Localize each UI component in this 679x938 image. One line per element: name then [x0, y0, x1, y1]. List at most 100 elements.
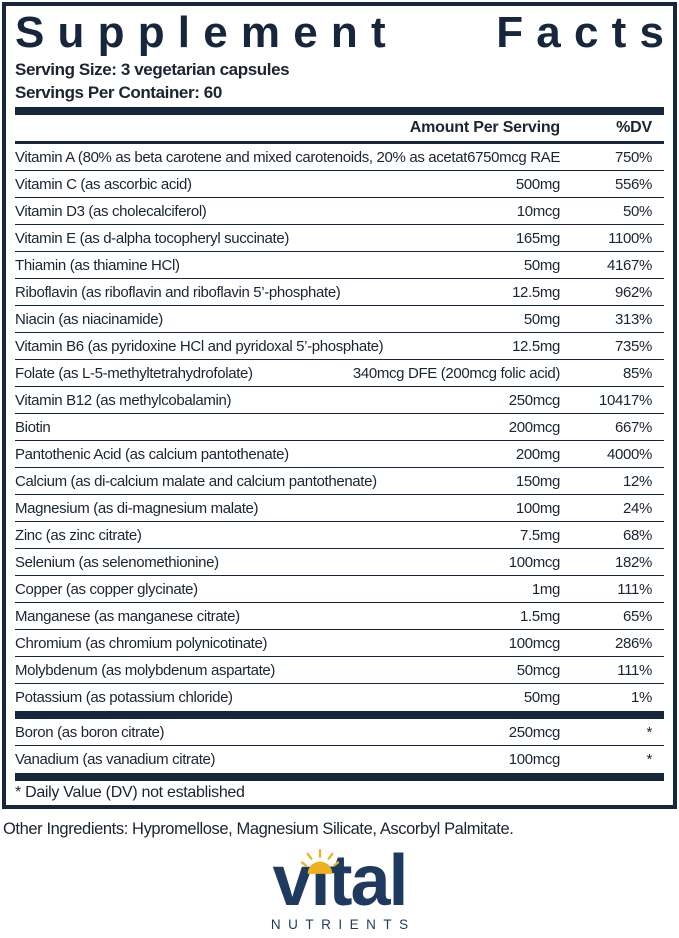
logo-tagline: NUTRIENTS [270, 917, 416, 933]
table-row: Boron (as boron citrate) 250mcg * [15, 719, 664, 746]
table-row: Manganese (as manganese citrate) 1.5mg 65% [15, 603, 664, 630]
table-row: Calcium (as di-calcium malate and calciu… [15, 468, 664, 495]
nutrient-amount: 1mg [531, 580, 560, 598]
nutrient-name: Vitamin D3 (as cholecalciferol) [15, 202, 207, 220]
nutrient-amount: 12.5mg [512, 283, 560, 301]
nutrient-dv: 24% [623, 499, 652, 517]
nutrient-dv: 68% [623, 526, 652, 544]
amount-per-serving-header: Amount Per Serving [409, 119, 560, 136]
dv-footnote: * Daily Value (DV) not established [15, 784, 245, 801]
nutrient-dv: 962% [615, 283, 652, 301]
table-row: Vitamin E (as d-alpha tocopheryl succina… [15, 225, 664, 252]
sun-icon [300, 848, 340, 880]
table-row: Chromium (as chromium polynicotinate) 100… [15, 630, 664, 657]
nutrient-dv: 10417% [599, 391, 652, 409]
nutrient-amount: 50mg [523, 689, 560, 706]
nutrient-amount: 100mcg [508, 751, 561, 768]
table-row: Vitamin A (80% as beta carotene and mixe… [15, 144, 664, 171]
table-row: Pantothenic Acid (as calcium pantothenat… [15, 441, 664, 468]
nutrient-amount: 50mcg [516, 661, 561, 679]
nutrient-name: Magnesium (as di-magnesium malate) [15, 499, 259, 517]
nutrient-dv: 1% [631, 689, 652, 706]
nutrient-name: Manganese (as manganese citrate) [15, 607, 240, 625]
nutrient-name: Vanadium (as vanadium citrate) [15, 751, 216, 768]
nutrient-dv: 735% [615, 337, 652, 355]
nutrient-dv: 556% [615, 175, 652, 193]
nutrient-amount: 10mcg [516, 202, 561, 220]
nutrient-dv: 667% [615, 418, 652, 436]
nutrient-name: Vitamin C (as ascorbic acid) [15, 175, 192, 193]
nutrient-name: Folate (as L-5-methyltetrahydrofolate) [15, 364, 253, 382]
nutrient-amount: 250mcg [508, 391, 561, 409]
nutrient-rows: Vitamin A (80% as beta carotene and mixe… [15, 144, 664, 711]
nutrient-name: Thiamin (as thiamine HCl) [15, 256, 180, 274]
servings-per-container: Servings Per Container: 60 [15, 83, 222, 102]
separator-bar-header [15, 141, 664, 144]
nutrient-amount: 250mcg [508, 723, 561, 741]
nutrient-name: Vitamin E (as d-alpha tocopheryl succina… [15, 229, 289, 247]
serving-size: Serving Size: 3 vegetarian capsules [15, 60, 290, 79]
nutrient-name: Pantothenic Acid (as calcium pantothenat… [15, 445, 289, 463]
nutrient-name: Vitamin B12 (as methylcobalamin) [15, 391, 232, 409]
nutrient-dv: 65% [623, 607, 652, 625]
separator-bar-thick-top [15, 107, 664, 115]
nutrient-amount: 50mg [523, 310, 560, 328]
nutrient-dv: * [646, 751, 653, 768]
nutrient-dv: 50% [623, 202, 652, 220]
separator-bar-thick-bottom [15, 773, 664, 781]
other-ingredients: Other Ingredients: Hypromellose, Magnesi… [3, 820, 514, 838]
title-word-facts: Facts [496, 8, 678, 57]
table-row: Molybdenum (as molybdenum aspartate) 50mc… [15, 657, 664, 684]
serving-info: Serving Size: 3 vegetarian capsules Serv… [15, 58, 664, 107]
nutrient-amount: 50mg [523, 256, 560, 274]
table-row: Magnesium (as di-magnesium malate) 100mg 2… [15, 495, 664, 522]
nutrient-dv: 313% [615, 310, 652, 328]
nutrient-amount: 100mcg [508, 553, 561, 571]
nutrient-name: Niacin (as niacinamide) [15, 310, 163, 328]
nutrient-amount: 7.5mg [520, 526, 560, 544]
separator-bar-thick-middle [15, 711, 664, 719]
nutrient-name: Potassium (as potassium chloride) [15, 689, 233, 706]
no-dv-nutrient-rows: Boron (as boron citrate) 250mcg * Vanadium … [15, 719, 664, 773]
nutrient-amount: 12.5mg [512, 337, 560, 355]
nutrient-name: Boron (as boron citrate) [15, 723, 165, 741]
table-row: Potassium (as potassium chloride) 50mg 1% [15, 684, 664, 711]
nutrient-name: Riboflavin (as riboflavin and riboflavin… [15, 283, 341, 301]
table-row: Vanadium (as vanadium citrate) 100mcg * [15, 746, 664, 773]
nutrient-name: Selenium (as selenomethionine) [15, 553, 219, 571]
title-word-supplement: Supplement [15, 8, 399, 57]
nutrient-name: Chromium (as chromium polynicotinate) [15, 634, 268, 652]
nutrient-dv: 85% [623, 364, 652, 382]
table-row: Riboflavin (as riboflavin and riboflavin… [15, 279, 664, 306]
table-row: Copper (as copper glycinate) 1mg 111% [15, 576, 664, 603]
nutrient-amount: 165mg [515, 229, 560, 247]
nutrient-dv: 750% [615, 148, 652, 166]
nutrient-amount: 340mcg DFE (200mcg folic acid) [352, 364, 560, 382]
nutrient-amount: 500mg [515, 175, 560, 193]
nutrient-amount: 100mcg [508, 634, 561, 652]
nutrient-name: Vitamin B6 (as pyridoxine HCl and pyrido… [15, 337, 384, 355]
nutrient-dv: 111% [617, 661, 652, 679]
dv-header: %DV [616, 119, 652, 136]
table-row: Folate (as L-5-methyltetrahydrofolate) 34… [15, 360, 664, 387]
nutrient-name: Zinc (as zinc citrate) [15, 526, 142, 544]
nutrient-dv: 4167% [607, 256, 652, 274]
nutrient-dv: 111% [617, 580, 652, 598]
nutrient-dv: * [646, 723, 653, 741]
nutrient-amount: 150mg [515, 472, 560, 490]
table-row: Vitamin D3 (as cholecalciferol) 10mcg 50% [15, 198, 664, 225]
table-row: Niacin (as niacinamide) 50mg 313% [15, 306, 664, 333]
table-row: Thiamin (as thiamine HCl) 50mg 4167% [15, 252, 664, 279]
nutrient-name: Molybdenum (as molybdenum aspartate) [15, 661, 276, 679]
nutrient-amount: 6750mcg RAE [467, 148, 560, 166]
panel-title: Supplement Facts [15, 6, 664, 58]
table-header-row: Amount Per Serving %DV [15, 115, 664, 141]
table-row: Vitamin B12 (as methylcobalamin) 250mcg 10… [15, 387, 664, 414]
supplement-facts-panel: Supplement Facts Serving Size: 3 vegetar… [2, 2, 677, 809]
nutrient-dv: 4000% [607, 445, 652, 463]
nutrient-amount: 200mcg [508, 418, 561, 436]
nutrient-name: Biotin [15, 418, 51, 436]
nutrient-amount: 100mg [515, 499, 560, 517]
nutrient-amount: 200mg [515, 445, 560, 463]
nutrient-dv: 12% [623, 472, 652, 490]
